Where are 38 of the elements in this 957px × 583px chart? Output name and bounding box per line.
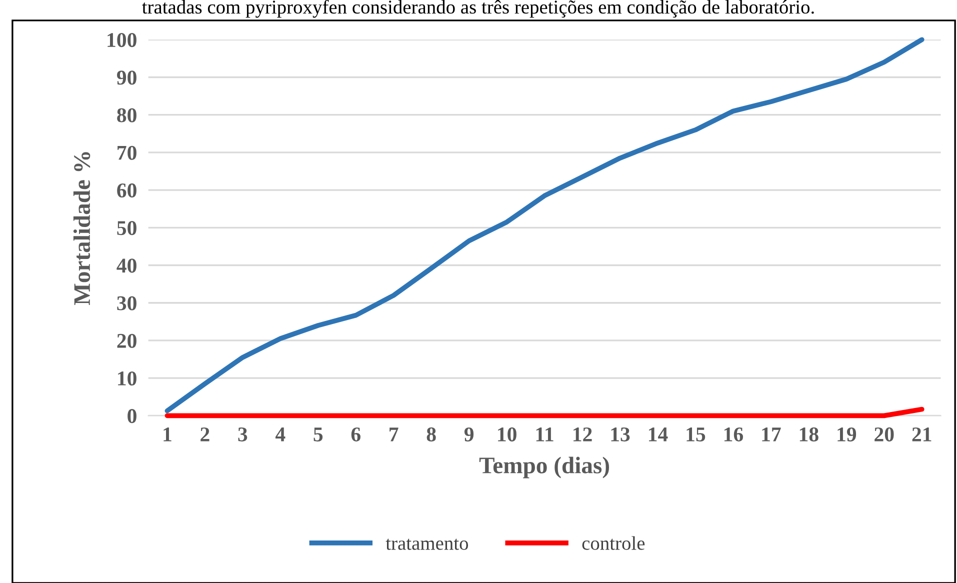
x-tick-label: 5	[314, 428, 323, 442]
x-tick-label: 4	[275, 428, 286, 442]
y-tick-label: 90	[116, 70, 136, 85]
chart-title: tratadas com pyriproxyfen considerando as três repetições em condição de laboratório.	[142, 0, 814, 18]
legend-label: tratamento	[386, 538, 468, 550]
x-tick-label: 11	[536, 427, 554, 442]
x-tick-label: 9	[464, 427, 474, 442]
y-tick-label: 60	[117, 183, 136, 198]
x-tick-label: 6	[351, 427, 360, 442]
x-tick-label: 14	[648, 427, 668, 442]
x-tick-label: 15	[686, 427, 706, 442]
x-axis-title: Tempo (dias)	[479, 456, 609, 478]
line-series	[164, 37, 924, 414]
y-axis-title: Mortalidade %	[73, 152, 90, 305]
y-tick-label: 100	[108, 33, 136, 48]
y-tick-label: 40	[116, 258, 136, 273]
x-tick-label: 2	[200, 427, 210, 442]
y-tick-label: 80	[117, 108, 136, 122]
x-tick-label: 20	[874, 427, 894, 442]
x-tick-label: 12	[574, 427, 592, 442]
x-tick-label: 16	[724, 427, 744, 442]
x-tick-label: 17	[762, 427, 781, 442]
y-tick-label: 50	[117, 221, 136, 236]
y-tick-label: 0	[128, 409, 136, 424]
x-tick-label: 7	[390, 428, 398, 442]
y-tick-label: 70	[118, 146, 136, 160]
x-tick-label: 21	[912, 427, 932, 442]
x-tick-label: 8	[426, 427, 436, 442]
x-tick-label: 10	[498, 427, 516, 442]
y-tick-label: 20	[117, 334, 136, 348]
x-tick-label: 13	[611, 427, 630, 442]
x-tick-label: 3	[238, 427, 248, 442]
x-tick-label: 19	[838, 427, 856, 442]
x-tick-label: 18	[800, 427, 818, 442]
y-tick-label: 10	[118, 371, 136, 386]
x-tick-label: 1	[164, 427, 172, 442]
y-tick-label: 30	[117, 296, 136, 310]
legend-label: controle	[582, 536, 645, 550]
